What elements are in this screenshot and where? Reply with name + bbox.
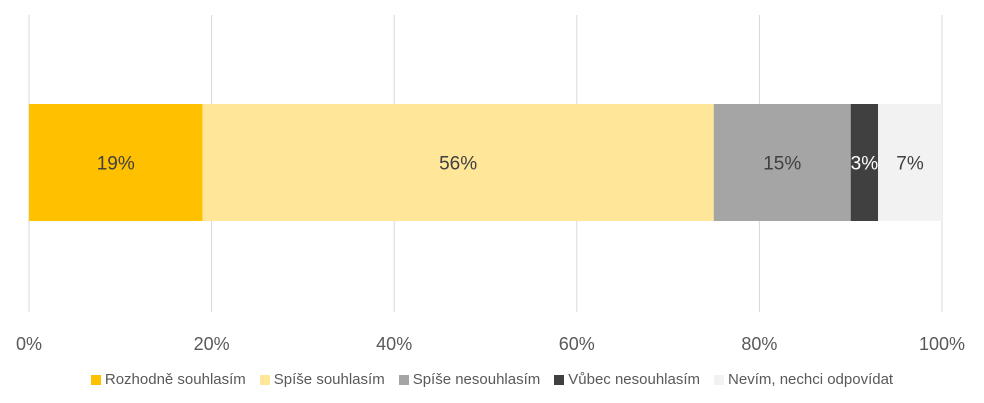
data-label: 15%	[763, 154, 801, 175]
x-tick-label: 40%	[376, 334, 412, 354]
data-label: 7%	[896, 154, 924, 175]
legend-label: Nevím, nechci odpovídat	[728, 371, 894, 388]
bar-segment	[713, 104, 851, 221]
bar-segment	[878, 104, 942, 221]
legend-swatch	[259, 374, 270, 385]
legend-item: Spíše nesouhlasím	[398, 371, 541, 388]
data-label: 3%	[851, 154, 879, 175]
legend-item: Nevím, nechci odpovídat	[714, 371, 893, 388]
legend-label: Spíše nesouhlasím	[412, 371, 541, 388]
legend-label: Rozhodně souhlasím	[104, 371, 246, 388]
legend-swatch	[554, 374, 565, 385]
legend: Rozhodně souhlasím Spíše souhlasím Spíše n…	[0, 371, 984, 388]
bar-segment	[202, 104, 714, 221]
x-tick-label: 60%	[559, 334, 595, 354]
legend-item: Rozhodně souhlasím	[90, 371, 246, 388]
legend-swatch	[90, 374, 101, 385]
legend-item: Vůbec nesouhlasím	[554, 371, 700, 388]
bar-segment	[850, 104, 879, 221]
x-tick-label: 0%	[16, 334, 42, 354]
x-tick-label: 20%	[194, 334, 230, 354]
bar-segment	[29, 104, 203, 221]
x-tick-label: 100%	[919, 334, 965, 354]
data-label: 19%	[97, 154, 135, 175]
legend-item: Spíše souhlasím	[259, 371, 385, 388]
legend-swatch	[398, 374, 409, 385]
legend-swatch	[714, 374, 725, 385]
data-label: 56%	[439, 154, 477, 175]
legend-label: Vůbec nesouhlasím	[568, 371, 701, 388]
legend-label: Spíše souhlasím	[273, 371, 385, 388]
x-tick-label: 80%	[741, 334, 777, 354]
